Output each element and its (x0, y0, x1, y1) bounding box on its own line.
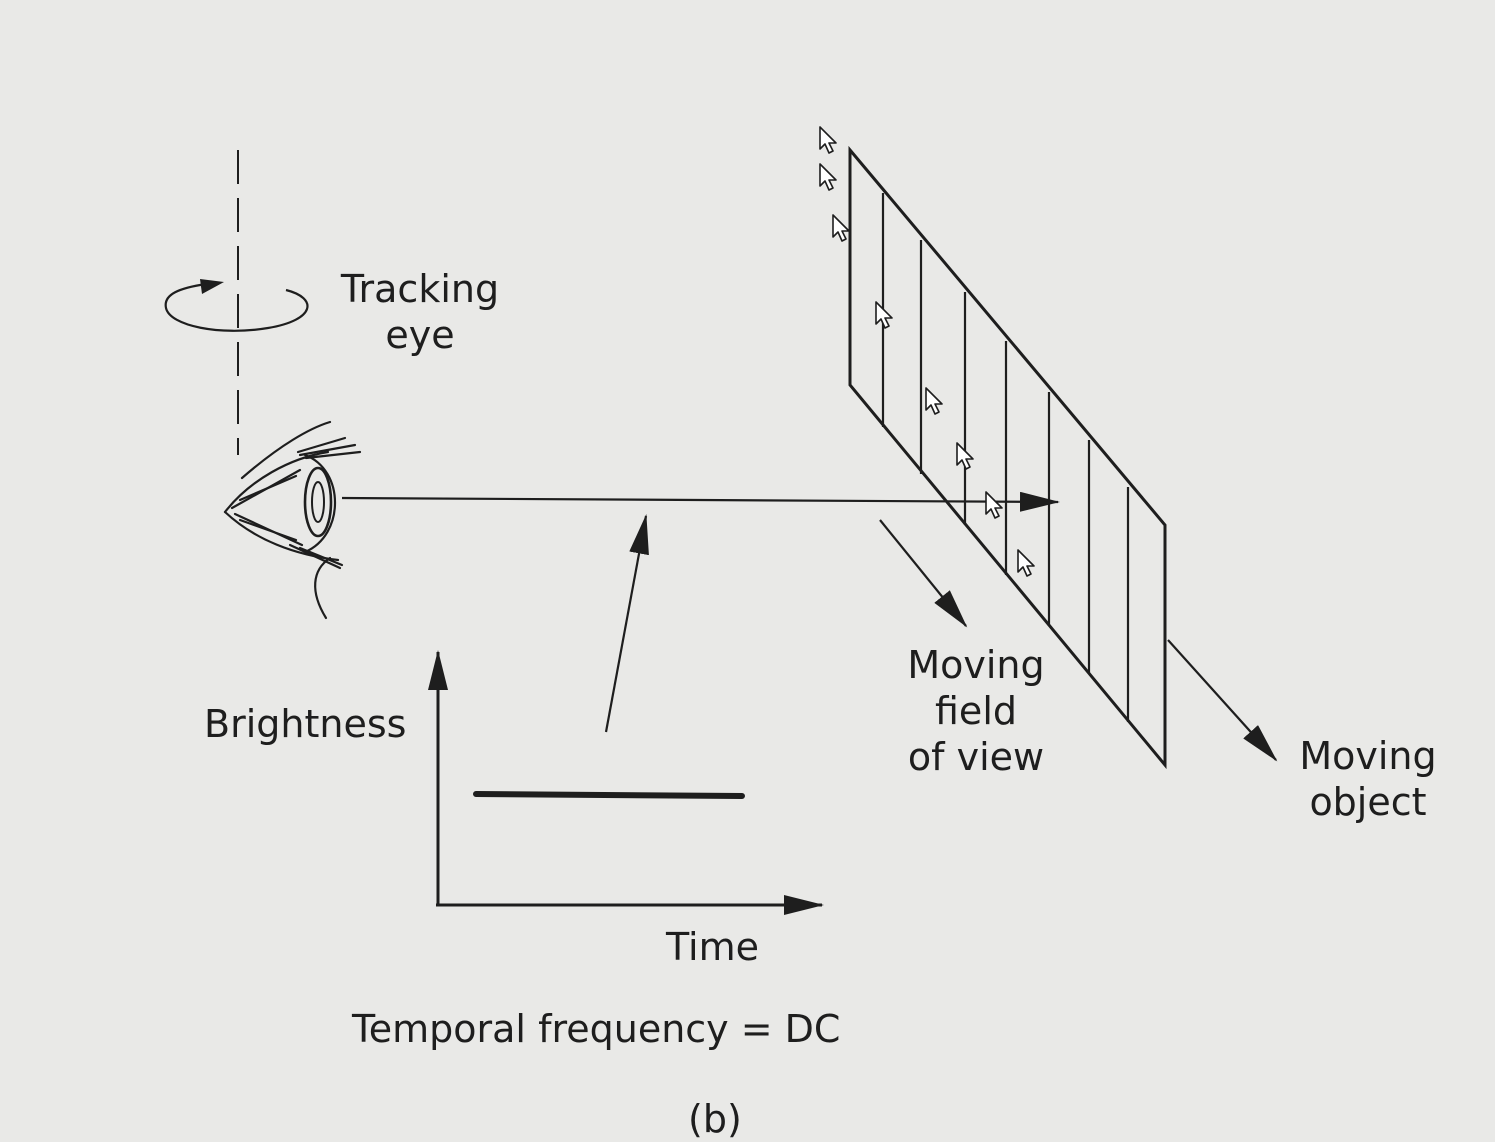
moving-field-line-1: Moving (907, 643, 1045, 687)
mouse-cursor-icon (925, 387, 943, 415)
moving-field-of-view-label: Moving field of view (890, 642, 1062, 780)
moving-object-panel (848, 145, 1167, 770)
rotation-arrow-icon (164, 279, 309, 332)
moving-object-label: Moving object (1282, 733, 1454, 825)
object-motion-arrow (1167, 639, 1278, 762)
mouse-cursor-icon (985, 491, 1003, 519)
tracking-eye-line-2: eye (385, 313, 455, 357)
mouse-cursor-icon (1017, 549, 1035, 577)
field-of-view-motion-arrow (879, 519, 968, 628)
mouse-cursor-icon (832, 214, 850, 242)
line-of-sight-arrow (341, 491, 1060, 512)
moving-field-line-3: of view (907, 735, 1045, 779)
graph-pointer-arrow (604, 514, 649, 733)
moving-object-line-2: object (1309, 780, 1427, 824)
tracking-eye-line-1: Tracking (340, 267, 500, 311)
figure-label: (b) (688, 1097, 742, 1141)
panel-stripes (881, 193, 1130, 722)
tracking-eye-label: Tracking eye (328, 266, 512, 358)
time-label: Time (666, 925, 759, 969)
moving-object-line-1: Moving (1299, 734, 1437, 778)
brightness-label: Brightness (204, 702, 407, 746)
moving-field-line-2: field (935, 689, 1017, 733)
mouse-cursor-icon (819, 163, 837, 191)
eye-icon (223, 420, 362, 620)
constant-brightness-line (473, 791, 745, 799)
temporal-frequency-label: Temporal frequency = DC (352, 1007, 841, 1051)
mouse-cursor-icon (819, 126, 837, 154)
